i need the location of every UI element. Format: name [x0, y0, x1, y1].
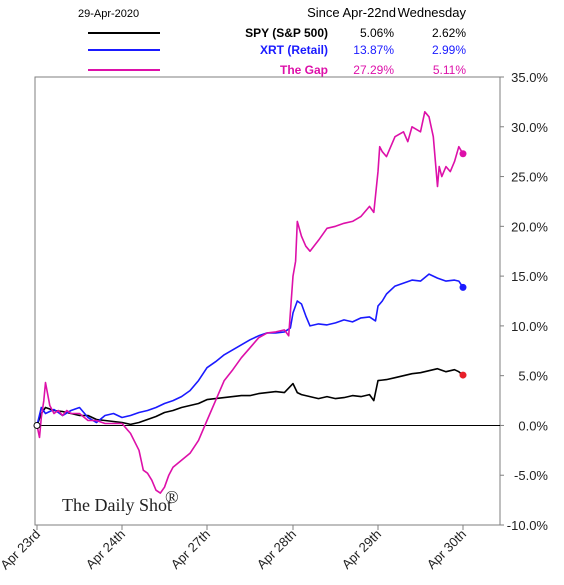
x-tick-label: Apr 28th: [254, 527, 299, 572]
x-tick-label: Apr 30th: [424, 527, 469, 572]
legend-wednesday-value: 2.62%: [432, 26, 466, 40]
x-tick-label: Apr 27th: [168, 527, 213, 572]
column-header-wednesday: Wednesday: [398, 5, 467, 20]
date-label: 29-Apr-2020: [78, 8, 139, 20]
legend-series-name: The Gap: [280, 63, 328, 77]
y-tick-label: 25.0%: [511, 170, 548, 185]
y-tick-label: 10.0%: [511, 319, 548, 334]
y-tick-label: 0.0%: [518, 418, 548, 433]
x-tick-label: Apr 29th: [339, 527, 384, 572]
y-axis: -10.0% -5.0% 0.0% 5.0% 10.0% 15.0% 20.0% 25.0% 3…: [500, 70, 548, 533]
legend-series-name: XRT (Retail): [260, 43, 328, 57]
y-tick-label: -10.0%: [507, 518, 549, 533]
y-tick-label: 15.0%: [511, 269, 548, 284]
y-tick-label: 20.0%: [511, 219, 548, 234]
watermark: The Daily Shot: [62, 495, 172, 515]
plot-frame: [34, 76, 501, 526]
watermark-mark: ®: [165, 487, 179, 507]
y-tick-label: 35.0%: [511, 70, 548, 85]
series-end-marker: [459, 150, 467, 158]
y-tick-label: 5.0%: [518, 369, 548, 384]
legend-since-value: 5.06%: [360, 26, 394, 40]
legend-since-value: 13.87%: [353, 43, 394, 57]
plot-border: [34, 76, 501, 526]
legend: SPY (S&P 500) 5.06% 2.62% XRT (Retail) 13.87…: [88, 26, 466, 77]
legend-wednesday-value: 2.99%: [432, 43, 466, 57]
series-end-marker: [459, 371, 467, 379]
series-start-marker: [33, 421, 41, 429]
series-line: [36, 111, 464, 494]
y-tick-label: -5.0%: [514, 468, 548, 483]
legend-wednesday-value: 5.11%: [433, 63, 466, 77]
end-markers: [33, 150, 467, 429]
legend-since-value: 27.29%: [353, 63, 394, 77]
legend-series-name: SPY (S&P 500): [245, 26, 328, 40]
series-line: [36, 273, 464, 426]
series-line: [36, 367, 464, 426]
series-group: [36, 111, 464, 494]
x-axis: Apr 23rd Apr 24th Apr 27th Apr 28th Apr 29th…: [0, 525, 469, 572]
y-tick-label: 30.0%: [511, 120, 548, 135]
x-tick-label: Apr 23rd: [0, 527, 43, 573]
x-tick-label: Apr 24th: [83, 527, 128, 572]
column-header-since: Since Apr-22nd: [307, 5, 396, 20]
series-end-marker: [459, 283, 467, 291]
